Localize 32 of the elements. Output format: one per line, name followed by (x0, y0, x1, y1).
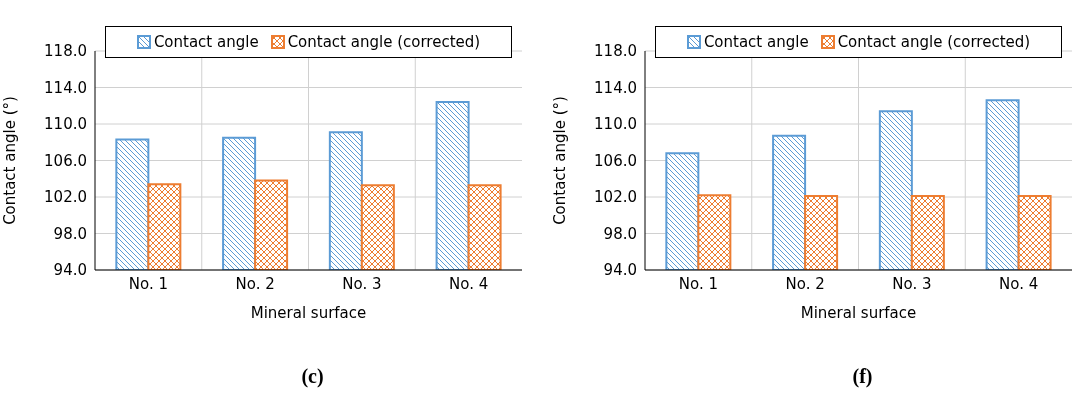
y-tick-label: 118.0 (44, 42, 87, 61)
text: (f) (851, 365, 874, 388)
y-tick-label: 94.0 (53, 261, 87, 280)
y-tick-label: 106.0 (44, 151, 87, 170)
x-tick-label: No. 4 (999, 274, 1039, 293)
x-tick-label: No. 1 (678, 274, 718, 293)
legend-label: Contact angle (corrected) (286, 33, 481, 51)
y-tick-label: 118.0 (594, 42, 637, 61)
y-tick-label: 110.0 (44, 115, 87, 134)
x-tick-label: No. 3 (342, 274, 382, 293)
x-tick-label: No. 1 (128, 274, 168, 293)
x-axis-title: Mineral surface (800, 304, 917, 322)
x-tick-label: No. 3 (892, 274, 932, 293)
y-tick-label: 98.0 (603, 224, 637, 243)
legend-label: Contact angle (corrected) (836, 33, 1031, 51)
y-tick-label: 102.0 (594, 188, 637, 207)
y-tick-label: 114.0 (44, 78, 87, 97)
y-tick-label: 106.0 (594, 151, 637, 170)
x-tick-label: No. 2 (785, 274, 825, 293)
y-tick-label: 110.0 (594, 115, 637, 134)
legend-label: Contact angle (152, 33, 259, 51)
y-tick-label: 114.0 (594, 78, 637, 97)
y-axis-title: Contact angle (°) (551, 96, 570, 225)
legend-label: Contact angle (702, 33, 809, 51)
y-tick-label: 94.0 (603, 261, 637, 280)
y-tick-label: 98.0 (53, 224, 87, 243)
y-axis-title: Contact angle (°) (1, 96, 20, 225)
y-tick-label: 102.0 (44, 188, 87, 207)
x-tick-label: No. 2 (235, 274, 275, 293)
x-tick-label: No. 4 (449, 274, 489, 293)
text: (c) (300, 365, 325, 388)
x-axis-title: Mineral surface (250, 304, 367, 322)
